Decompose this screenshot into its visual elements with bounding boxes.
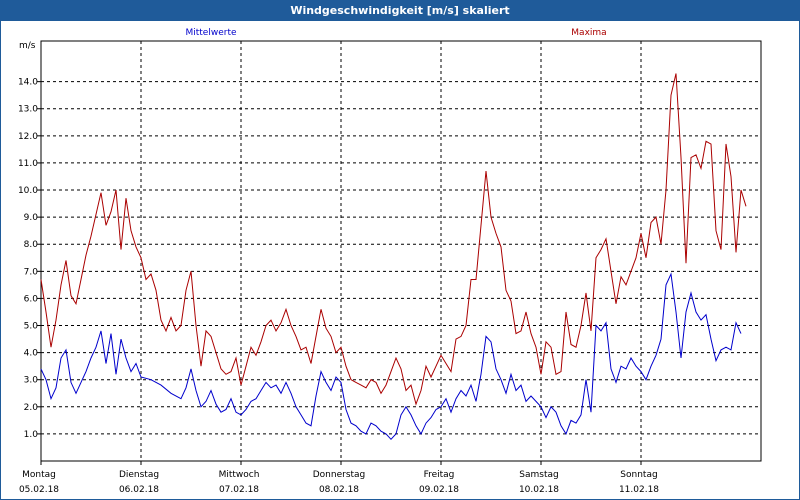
y-tick-label: 11.0	[18, 159, 38, 169]
y-tick-label: 8.0	[24, 240, 39, 250]
y-tick-label: 6.0	[24, 294, 39, 304]
grid	[41, 41, 761, 461]
y-tick-label: 10.0	[18, 186, 38, 196]
x-tick-date: 05.02.18	[19, 485, 59, 495]
series-lines	[40, 73, 747, 441]
series-line-mittelwerte	[40, 272, 742, 441]
x-tick-date: 11.02.18	[619, 485, 659, 495]
y-tick-label: 14.0	[18, 78, 38, 88]
x-tick-day: Dienstag	[119, 470, 159, 480]
x-tick-day: Samstag	[519, 470, 558, 480]
y-axis-ticks: 1.0 2.0 3.0 4.0 5.0 6.0 7.0 8.0 9.0 10.0 11.0 12.0 1…	[18, 78, 41, 440]
x-tick-day: Freitag	[424, 470, 455, 480]
legend-maxima: Maxima	[571, 28, 606, 38]
x-tick-date: 10.02.18	[519, 485, 559, 495]
x-axis-ticks: Montag 05.02.18 Dienstag 06.02.18 Mittwoch 07…	[19, 461, 659, 495]
y-tick-label: 9.0	[24, 213, 39, 223]
y-tick-label: 4.0	[24, 349, 39, 359]
series-line-maxima	[40, 73, 747, 406]
legend-mittelwerte: Mittelwerte	[185, 28, 236, 38]
x-tick-date: 08.02.18	[319, 485, 359, 495]
y-tick-label: 1.0	[24, 430, 39, 440]
x-tick-day: Sonntag	[620, 470, 657, 480]
x-tick-day: Mittwoch	[219, 470, 260, 480]
y-axis-label: m/s	[19, 41, 36, 51]
y-tick-label: 2.0	[24, 403, 39, 413]
plot-area	[40, 40, 762, 462]
x-tick-day: Donnerstag	[313, 470, 366, 480]
x-tick-day: Montag	[22, 470, 56, 480]
y-tick-label: 3.0	[24, 376, 39, 386]
x-tick-date: 07.02.18	[219, 485, 259, 495]
y-tick-label: 13.0	[18, 105, 38, 115]
window-title: Windgeschwindigkeit [m/s] skaliert	[1, 1, 799, 21]
x-tick-date: 09.02.18	[419, 485, 459, 495]
y-tick-label: 5.0	[24, 322, 39, 332]
x-tick-date: 06.02.18	[119, 485, 159, 495]
y-tick-label: 7.0	[24, 267, 39, 277]
y-tick-label: 12.0	[18, 132, 38, 142]
